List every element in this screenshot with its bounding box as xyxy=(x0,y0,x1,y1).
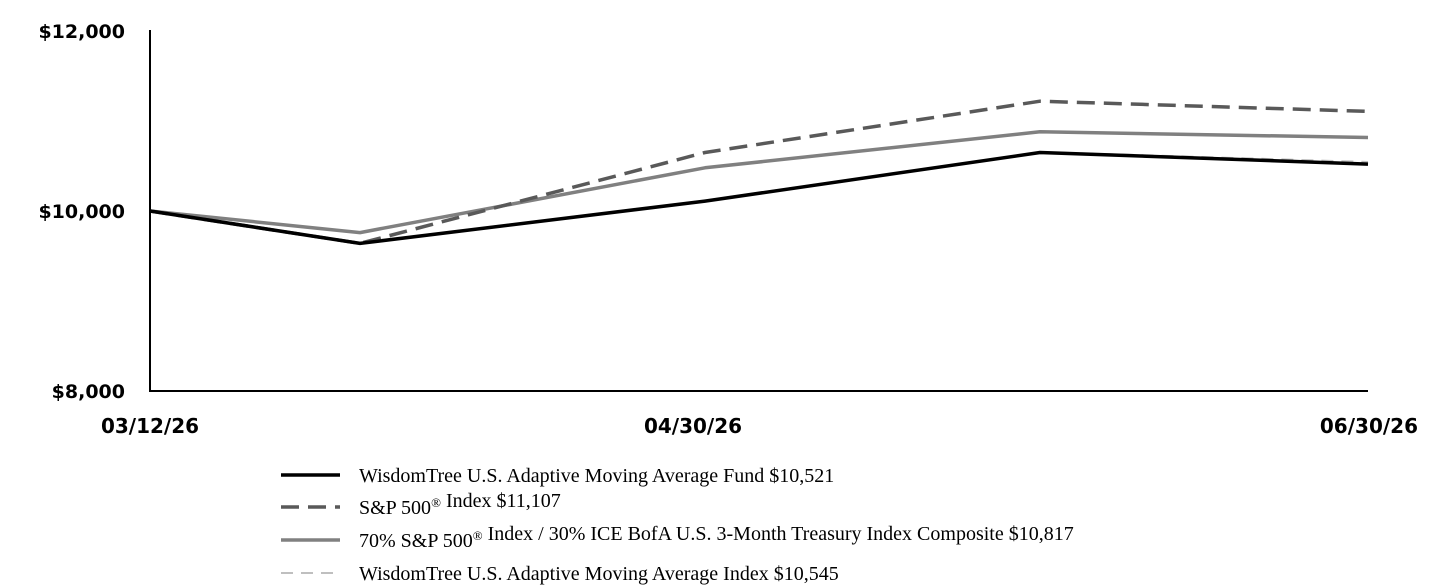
legend-label-3: 70% S&P 500® Index / 30% ICE BofA U.S. 3… xyxy=(359,523,1074,552)
y-tick-labels: $12,000 $10,000 $8,000 xyxy=(38,21,125,403)
series-layer xyxy=(149,99,1369,246)
y-tick-label: $10,000 xyxy=(38,201,125,223)
y-tick-label: $8,000 xyxy=(52,381,125,403)
legend-label-4: WisdomTree U.S. Adaptive Moving Average … xyxy=(359,563,839,585)
series-line-3 xyxy=(149,130,1369,235)
axes-layer xyxy=(149,30,1368,392)
x-tick-label: 06/30/26 xyxy=(1320,414,1418,438)
x-tick-label: 04/30/26 xyxy=(644,414,742,438)
legend-label-2: S&P 500® Index $11,107 xyxy=(359,490,561,519)
legend: WisdomTree U.S. Adaptive Moving Average … xyxy=(281,465,1074,585)
y-tick-label: $12,000 xyxy=(38,21,125,43)
series-line-1 xyxy=(149,150,1369,246)
legend-label-1: WisdomTree U.S. Adaptive Moving Average … xyxy=(359,465,834,487)
series-line-2 xyxy=(149,99,1369,246)
x-tick-label: 03/12/26 xyxy=(101,414,199,438)
x-tick-labels: 03/12/26 04/30/26 06/30/26 xyxy=(101,414,1418,438)
